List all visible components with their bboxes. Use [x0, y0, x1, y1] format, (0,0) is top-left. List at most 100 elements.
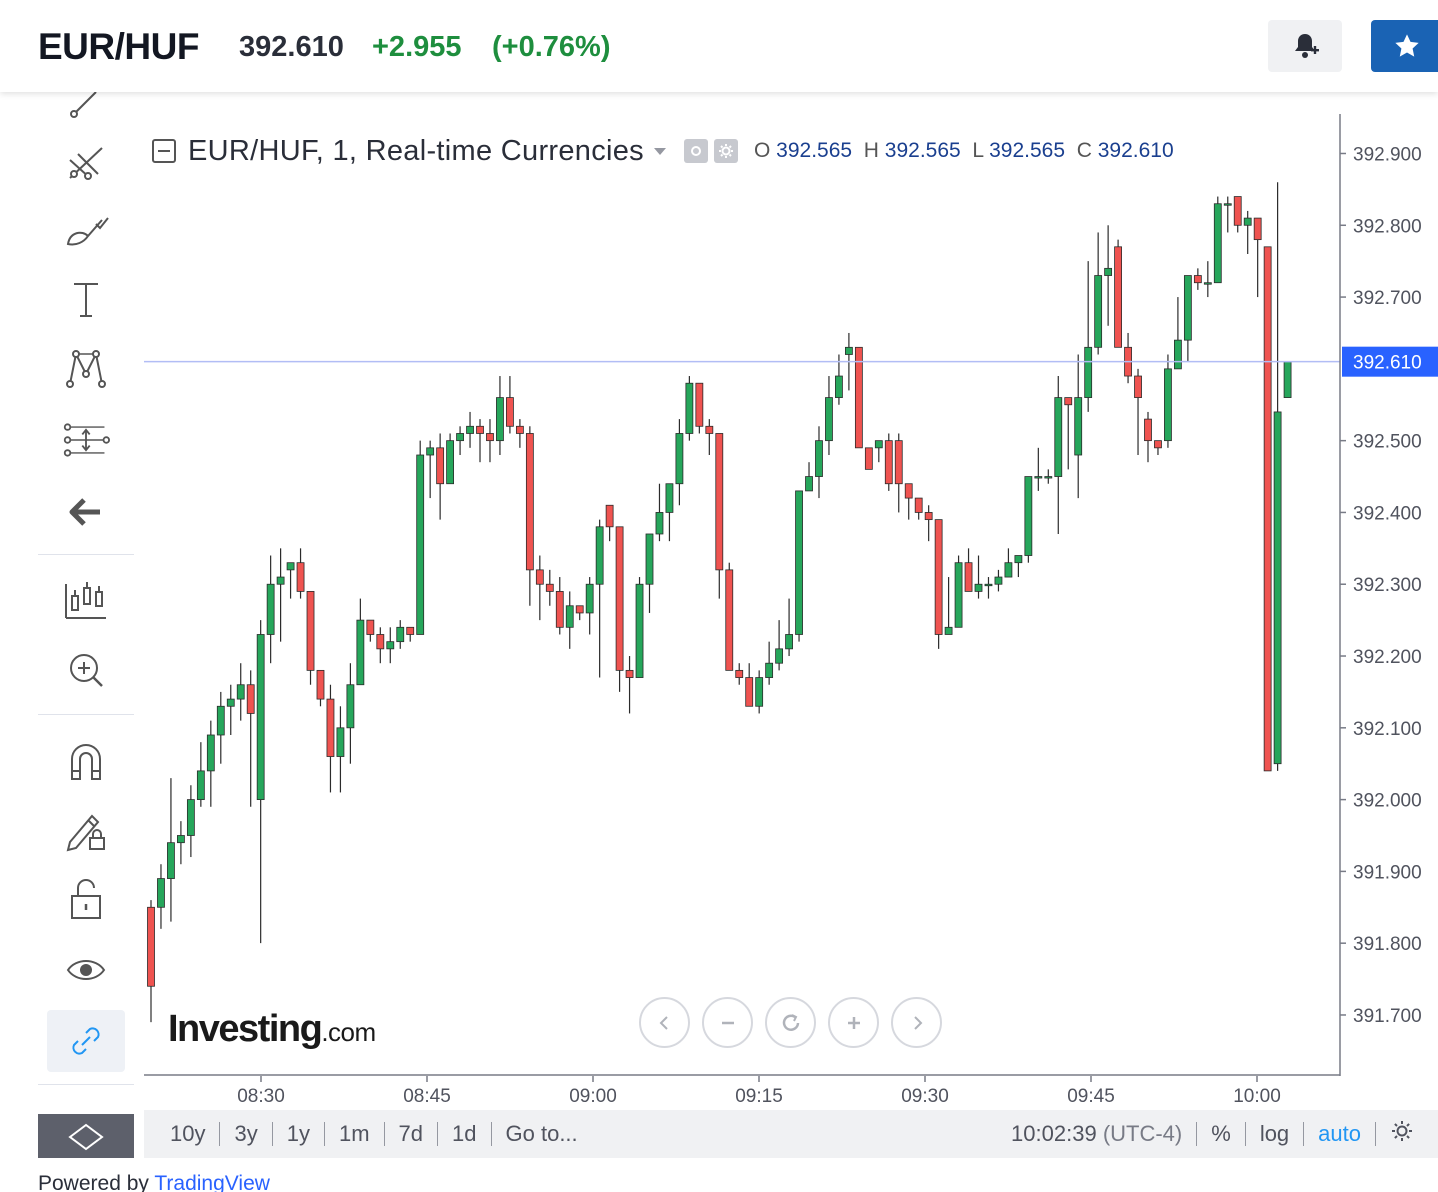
tradingview-link[interactable]: TradingView: [154, 1172, 270, 1192]
y-tick-label: 392.900: [1353, 144, 1422, 165]
candle: [1064, 397, 1073, 470]
goto-button[interactable]: Go to...: [505, 1121, 578, 1146]
candle: [924, 505, 933, 542]
candlestick-chart[interactable]: 392.900 392.800 392.700 392.500 392.400 392.3…: [144, 114, 1438, 1076]
candle-body: [416, 454, 425, 635]
candle-body: [1154, 440, 1162, 449]
range-1y[interactable]: 1y: [286, 1121, 310, 1146]
chevron-left-icon: [659, 1015, 668, 1030]
candle-body: [356, 619, 365, 686]
candle-body: [525, 433, 534, 571]
chevron-down-icon[interactable]: [653, 147, 666, 155]
candle-body: [765, 662, 774, 678]
chart-settings-button[interactable]: [1376, 1119, 1438, 1149]
candle-body: [894, 440, 903, 485]
candle: [874, 440, 883, 463]
add-alert-button[interactable]: [1268, 20, 1342, 72]
legend-title[interactable]: EUR/HUF, 1, Real-time Currencies: [188, 134, 644, 167]
scroll-right-button[interactable]: [891, 997, 942, 1048]
measure-icon[interactable]: [62, 576, 110, 624]
logo-main: Investing: [168, 1008, 323, 1050]
link-icon[interactable]: [47, 1010, 125, 1072]
candle-body: [1174, 339, 1182, 370]
log-scale-toggle[interactable]: log: [1259, 1121, 1290, 1146]
range-7d[interactable]: 7d: [398, 1121, 424, 1146]
auto-scale-toggle[interactable]: auto: [1318, 1121, 1361, 1146]
candle: [755, 670, 764, 714]
eye-toggle-icon[interactable]: [683, 139, 708, 163]
y-tick-label: 392.700: [1353, 288, 1422, 309]
candle: [1233, 196, 1242, 233]
powered-by: Powered by TradingView: [38, 1172, 270, 1192]
brush-icon[interactable]: [62, 208, 110, 256]
candle-body: [874, 440, 883, 449]
pattern-icon[interactable]: [62, 344, 110, 392]
range-10y[interactable]: 10y: [170, 1121, 206, 1146]
zoom-in-icon[interactable]: [62, 646, 110, 694]
candle: [1164, 354, 1172, 448]
candle-body: [256, 634, 265, 801]
candle: [984, 577, 993, 599]
y-tick-label: 392.400: [1353, 503, 1422, 524]
candle-body: [1044, 476, 1053, 479]
candle-body: [167, 842, 175, 879]
unlock-icon[interactable]: [62, 876, 110, 924]
trend-line-icon[interactable]: [62, 78, 110, 126]
range-1m[interactable]: 1m: [338, 1121, 370, 1146]
range-3y[interactable]: 3y: [234, 1121, 258, 1146]
candle: [1243, 210, 1252, 254]
text-icon[interactable]: [62, 276, 110, 324]
candle: [1124, 332, 1132, 384]
settings-gear-icon[interactable]: [713, 139, 738, 163]
reset-chart-button[interactable]: [765, 997, 816, 1048]
eye-icon[interactable]: [62, 946, 110, 994]
candle-body: [1193, 275, 1202, 284]
separator: [1196, 1122, 1198, 1146]
lock-drawing-icon[interactable]: [62, 806, 110, 854]
candle: [605, 504, 614, 542]
favorite-button[interactable]: [1371, 20, 1438, 72]
zoom-in-button[interactable]: [828, 997, 879, 1048]
candle: [1094, 232, 1103, 355]
candle-body: [954, 562, 963, 628]
pitchfork-icon[interactable]: [62, 138, 110, 186]
candle-body: [1054, 397, 1063, 477]
candle: [1263, 246, 1272, 772]
scroll-left-button[interactable]: [639, 997, 690, 1048]
candle: [665, 483, 674, 542]
prediction-icon[interactable]: [62, 416, 110, 464]
open-label: O: [753, 139, 771, 162]
candle: [356, 598, 365, 686]
candle: [944, 577, 953, 635]
candle: [196, 742, 205, 807]
candle: [775, 620, 784, 671]
candle: [236, 663, 245, 721]
candle: [515, 419, 524, 448]
candle: [675, 419, 684, 506]
candle-body: [705, 425, 714, 434]
candle-body: [286, 562, 295, 571]
candle-body: [864, 447, 873, 470]
candle-body: [1014, 555, 1023, 564]
magnet-icon[interactable]: [62, 738, 110, 786]
range-1d[interactable]: 1d: [452, 1121, 477, 1146]
candle-body: [376, 634, 385, 650]
candle: [1024, 476, 1033, 563]
candle: [177, 821, 185, 865]
toolbar-divider: [38, 1084, 134, 1085]
high-label: H: [863, 139, 879, 162]
candle: [1154, 440, 1162, 456]
zoom-out-button[interactable]: [702, 997, 753, 1048]
candle: [864, 447, 873, 470]
powered-text: Powered by: [38, 1172, 155, 1192]
candle-body: [735, 669, 744, 678]
candle-body: [595, 526, 604, 585]
candle: [635, 577, 644, 678]
legend-collapse-icon[interactable]: [152, 139, 176, 163]
collapse-toolbar-button[interactable]: [38, 1114, 134, 1158]
candle: [1134, 368, 1142, 456]
clock[interactable]: 10:02:39 (UTC-4): [997, 1121, 1196, 1147]
percent-scale-toggle[interactable]: %: [1211, 1121, 1231, 1146]
back-arrow-icon[interactable]: [62, 488, 110, 536]
chart-area[interactable]: 392.900 392.800 392.700 392.500 392.400 392.3…: [144, 114, 1438, 1076]
